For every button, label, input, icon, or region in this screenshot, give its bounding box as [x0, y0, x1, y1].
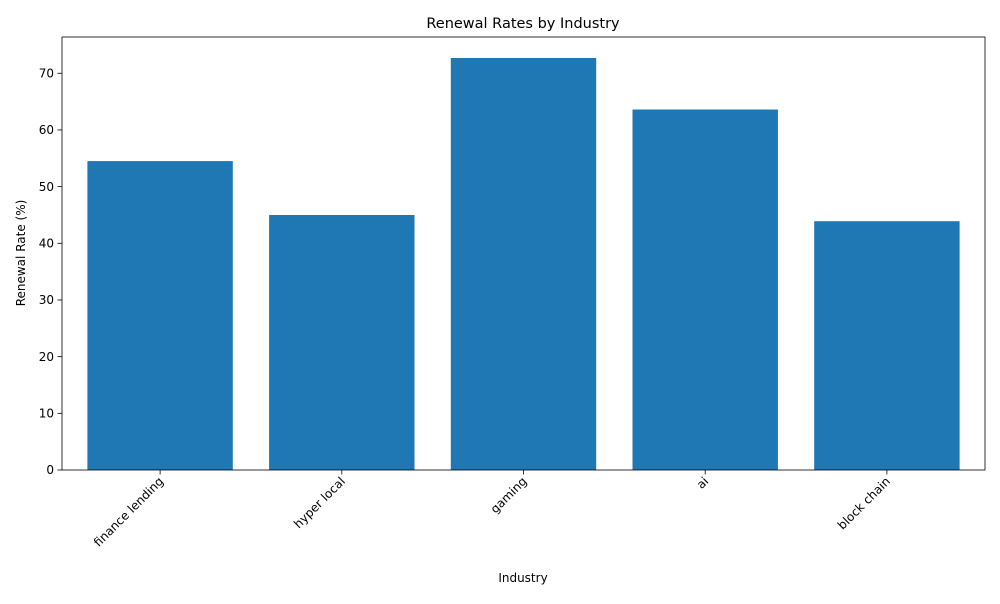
y-tick-label: 20 [39, 350, 54, 364]
y-tick-label: 40 [39, 236, 54, 250]
bar [87, 161, 233, 470]
bar [269, 215, 415, 470]
y-tick-label: 70 [39, 66, 54, 80]
chart-title: Renewal Rates by Industry [426, 16, 620, 32]
y-tick-label: 0 [46, 463, 54, 477]
y-tick-label: 10 [39, 407, 54, 421]
y-axis-label: Renewal Rate (%) [14, 200, 28, 307]
bar [450, 58, 597, 470]
axes-frame [61, 36, 986, 471]
y-tick-label: 30 [39, 293, 54, 307]
bar [814, 221, 960, 470]
y-tick-label: 60 [39, 123, 54, 137]
x-axis-label: Industry [498, 571, 547, 585]
bar [632, 109, 778, 470]
y-tick-label: 50 [39, 180, 54, 194]
